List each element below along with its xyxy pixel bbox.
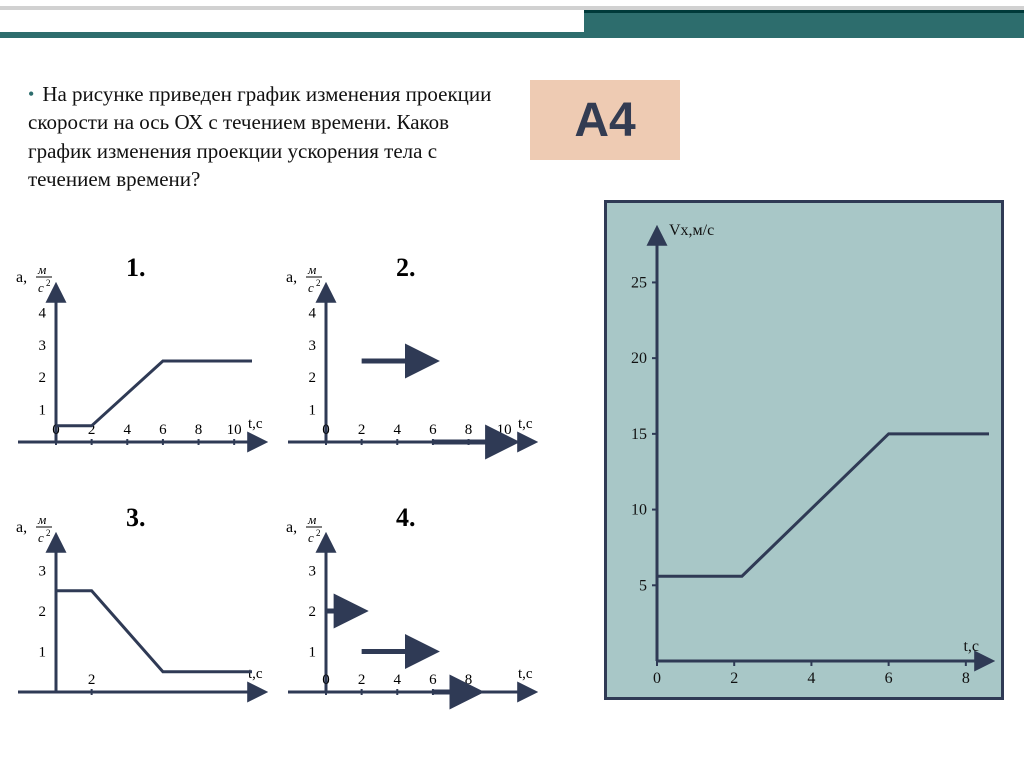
svg-text:с: с [308, 280, 314, 295]
svg-text:t,с: t,с [248, 416, 263, 432]
velocity-chart: 5 10 15 20 25 0 2 4 6 8 Vх,м/с t,с [604, 200, 1004, 700]
svg-text:a,: a, [286, 519, 297, 536]
svg-text:8: 8 [465, 422, 473, 438]
svg-text:2: 2 [46, 278, 51, 288]
svg-text:2: 2 [88, 672, 96, 688]
svg-text:8: 8 [195, 422, 203, 438]
bullet-icon: • [28, 84, 34, 105]
svg-text:2: 2 [316, 278, 321, 288]
svg-text:1: 1 [39, 403, 47, 419]
svg-text:a,: a, [286, 269, 297, 286]
svg-text:8: 8 [465, 672, 473, 688]
svg-text:4: 4 [807, 670, 815, 687]
svg-text:с: с [308, 530, 314, 545]
svg-text:Vх,м/с: Vх,м/с [669, 222, 714, 239]
svg-text:2.: 2. [396, 253, 416, 282]
svg-text:с: с [38, 530, 44, 545]
svg-text:10: 10 [227, 422, 242, 438]
svg-text:1: 1 [39, 645, 47, 661]
question-block: • На рисунке приведен график изменения п… [28, 80, 508, 193]
svg-text:4: 4 [309, 305, 317, 321]
svg-text:0: 0 [322, 422, 330, 438]
topbar [0, 0, 1024, 38]
question-badge: А4 [530, 80, 680, 160]
svg-text:10: 10 [631, 502, 647, 519]
svg-text:1: 1 [309, 645, 317, 661]
svg-text:м: м [307, 262, 316, 277]
svg-text:t,с: t,с [248, 666, 263, 682]
svg-text:м: м [307, 512, 316, 527]
svg-text:0: 0 [322, 672, 330, 688]
svg-text:м: м [37, 512, 46, 527]
svg-text:4: 4 [39, 305, 47, 321]
svg-text:20: 20 [631, 350, 647, 367]
svg-text:25: 25 [631, 274, 647, 291]
answer-charts: a,мс21.12340246810t,сa,мс22.12340246810t… [16, 250, 566, 775]
svg-text:4: 4 [124, 422, 132, 438]
svg-text:4: 4 [394, 422, 402, 438]
svg-text:t,с: t,с [963, 638, 979, 655]
svg-text:м: м [37, 262, 46, 277]
svg-text:4: 4 [394, 672, 402, 688]
svg-text:6: 6 [429, 672, 437, 688]
svg-text:3: 3 [309, 338, 317, 354]
svg-text:6: 6 [159, 422, 167, 438]
svg-text:a,: a, [16, 269, 27, 286]
svg-text:6: 6 [885, 670, 893, 687]
svg-text:a,: a, [16, 519, 27, 536]
svg-text:2: 2 [316, 528, 321, 538]
svg-text:1.: 1. [126, 253, 146, 282]
svg-text:2: 2 [46, 528, 51, 538]
svg-text:с: с [38, 280, 44, 295]
small-charts-svg: a,мс21.12340246810t,сa,мс22.12340246810t… [16, 250, 576, 770]
slide-content: • На рисунке приведен график изменения п… [0, 70, 1024, 768]
svg-text:2: 2 [358, 672, 366, 688]
svg-text:t,с: t,с [518, 416, 533, 432]
svg-text:2: 2 [358, 422, 366, 438]
svg-text:5: 5 [639, 577, 647, 594]
svg-text:2: 2 [309, 370, 317, 386]
topbar-accent [584, 10, 1024, 32]
velocity-chart-svg: 5 10 15 20 25 0 2 4 6 8 Vх,м/с t,с [607, 203, 1001, 697]
svg-text:10: 10 [497, 422, 512, 438]
svg-text:3: 3 [309, 564, 317, 580]
svg-text:0: 0 [653, 670, 661, 687]
svg-text:6: 6 [429, 422, 437, 438]
svg-text:3: 3 [39, 338, 47, 354]
svg-text:2: 2 [39, 604, 47, 620]
svg-text:4.: 4. [396, 503, 416, 532]
svg-text:3.: 3. [126, 503, 146, 532]
svg-text:2: 2 [39, 370, 47, 386]
svg-text:1: 1 [309, 403, 317, 419]
svg-text:3: 3 [39, 564, 47, 580]
svg-text:2: 2 [309, 604, 317, 620]
svg-text:2: 2 [730, 670, 738, 687]
svg-text:t,с: t,с [518, 666, 533, 682]
svg-text:15: 15 [631, 426, 647, 443]
svg-text:8: 8 [962, 670, 970, 687]
question-text: На рисунке приведен график изменения про… [28, 80, 508, 193]
